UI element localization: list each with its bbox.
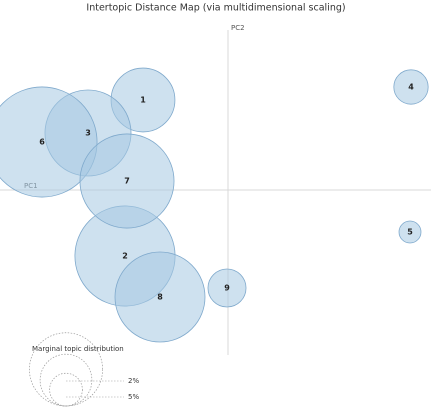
topic-label: 8 xyxy=(157,293,163,302)
topic-label: 1 xyxy=(140,96,146,105)
topic-bubble xyxy=(79,133,175,229)
topic-label: 7 xyxy=(124,177,130,186)
legend-label: 2% xyxy=(128,377,139,385)
topic-bubble xyxy=(0,86,98,198)
y-axis-label: PC2 xyxy=(231,24,245,32)
topic-bubble xyxy=(207,268,247,308)
topic-bubble xyxy=(393,69,429,105)
topic-label: 6 xyxy=(39,138,45,147)
topic-label: 4 xyxy=(408,83,414,92)
topic-label: 2 xyxy=(122,252,128,261)
legend-circle xyxy=(29,332,103,407)
legend-circle xyxy=(49,372,83,407)
topic-label: 3 xyxy=(85,129,91,138)
topic-label: 5 xyxy=(407,228,413,237)
topic-label: 9 xyxy=(224,284,230,293)
topic-bubble xyxy=(114,251,206,343)
topic-bubble xyxy=(398,220,422,244)
legend-circle xyxy=(39,353,93,407)
legend-title: Marginal topic distribution xyxy=(32,345,124,353)
legend-label: 5% xyxy=(128,393,139,401)
bubbles xyxy=(0,67,429,343)
topic-labels: 1 2 3 4 5 6 7 8 9 xyxy=(39,83,414,302)
size-legend: Marginal topic distribution 5% 2% xyxy=(29,332,139,407)
chart-title: Intertopic Distance Map (via multidimens… xyxy=(86,3,345,14)
